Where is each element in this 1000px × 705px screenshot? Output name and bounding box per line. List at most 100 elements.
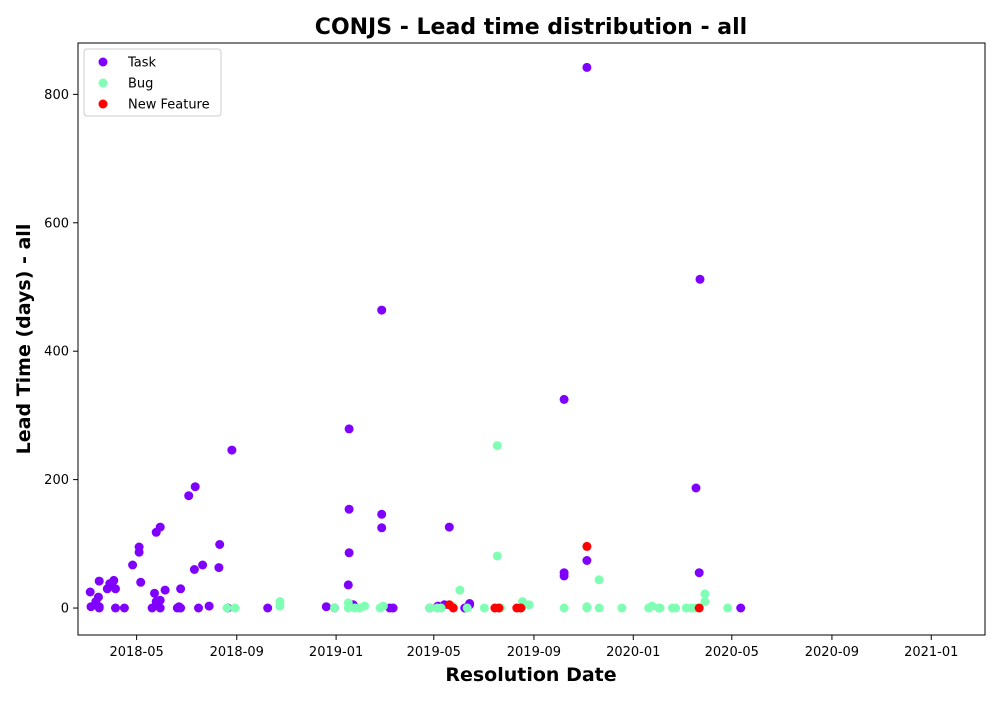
data-point [436, 603, 446, 613]
data-point [194, 603, 203, 613]
data-point [94, 603, 104, 613]
y-tick-label: 600 [44, 216, 69, 231]
data-point [425, 603, 435, 613]
data-point [321, 602, 331, 612]
x-axis-ticks: 2018-05 2018-09 2019-01 2019-05 2019-09 2020-… [109, 635, 958, 660]
data-point [594, 603, 604, 613]
y-tick-label: 800 [44, 88, 69, 103]
data-point [94, 576, 104, 586]
data-point [448, 603, 458, 613]
data-point [479, 603, 489, 613]
data-point [455, 585, 465, 595]
data-point [377, 509, 387, 519]
legend-marker [98, 78, 108, 88]
data-point [109, 575, 119, 585]
x-tick-label: 2019-05 [407, 645, 461, 660]
data-point [691, 483, 701, 493]
x-tick-label: 2021-01 [904, 645, 958, 660]
data-point [189, 565, 199, 574]
y-axis-label: Lead Time (days) - all [13, 224, 35, 455]
data-point [344, 504, 354, 514]
data-point [150, 588, 159, 598]
x-tick-label: 2020-09 [805, 645, 859, 660]
data-point [344, 424, 354, 434]
data-point [190, 482, 200, 492]
y-axis-ticks: 0 200 400 600 800 [44, 88, 78, 617]
plot-area [77, 42, 986, 636]
chart-title: CONJS - Lead time distribution - all [315, 15, 747, 40]
legend-label: Task [127, 56, 157, 71]
data-point [230, 603, 240, 613]
series-new-feature [444, 541, 704, 613]
data-point [134, 547, 144, 557]
x-tick-label: 2018-05 [109, 645, 163, 660]
legend-marker [98, 57, 108, 67]
data-point [184, 491, 194, 501]
data-point [227, 445, 237, 455]
data-point [694, 568, 704, 578]
data-point [147, 603, 157, 613]
data-point [494, 603, 504, 613]
data-point [524, 600, 534, 610]
x-tick-label: 2019-09 [507, 645, 561, 660]
data-point [582, 541, 592, 551]
data-point [388, 603, 398, 613]
data-point [582, 62, 592, 72]
data-point [559, 394, 569, 404]
legend-box [83, 48, 222, 117]
data-point [694, 603, 704, 613]
data-point [594, 575, 604, 585]
data-point [444, 522, 454, 532]
data-point [198, 560, 208, 570]
data-points [85, 62, 746, 613]
data-point [462, 603, 472, 613]
data-point [128, 560, 138, 570]
series-bug [222, 441, 733, 613]
data-point [263, 603, 273, 613]
legend-marker [98, 99, 108, 109]
data-point [700, 589, 710, 599]
data-point [111, 584, 120, 594]
x-tick-label: 2020-05 [705, 645, 759, 660]
data-point [176, 603, 186, 613]
data-point [222, 603, 232, 613]
legend-label: Bug [128, 77, 153, 92]
data-point [136, 577, 146, 587]
data-point [204, 601, 214, 611]
data-point [736, 603, 746, 613]
data-point [492, 441, 502, 451]
data-point [360, 601, 370, 611]
data-point [275, 601, 285, 611]
data-point [378, 601, 388, 611]
data-point [330, 603, 339, 613]
legend-label: New Feature [128, 98, 210, 113]
data-point [582, 556, 592, 565]
data-point [160, 585, 170, 595]
x-tick-label: 2018-09 [210, 645, 264, 660]
legend: Task Bug New Feature [83, 48, 222, 117]
data-point [93, 592, 103, 602]
data-point [155, 595, 165, 605]
data-point [559, 603, 569, 613]
data-point [155, 522, 165, 532]
data-point [176, 584, 186, 594]
data-point [119, 603, 129, 613]
data-point [559, 571, 569, 581]
y-tick-label: 0 [61, 602, 69, 617]
data-point [723, 603, 733, 613]
data-point [344, 548, 354, 558]
data-point [695, 274, 705, 284]
data-point [377, 523, 387, 533]
data-point [214, 563, 224, 573]
y-tick-label: 200 [44, 473, 69, 488]
data-point [700, 597, 710, 607]
data-point [343, 580, 353, 590]
data-point [492, 551, 502, 561]
data-point [377, 305, 387, 315]
data-point [516, 603, 526, 613]
x-tick-label: 2020-01 [606, 645, 660, 660]
data-point [155, 603, 165, 613]
data-point [671, 603, 681, 613]
data-point [343, 603, 353, 613]
